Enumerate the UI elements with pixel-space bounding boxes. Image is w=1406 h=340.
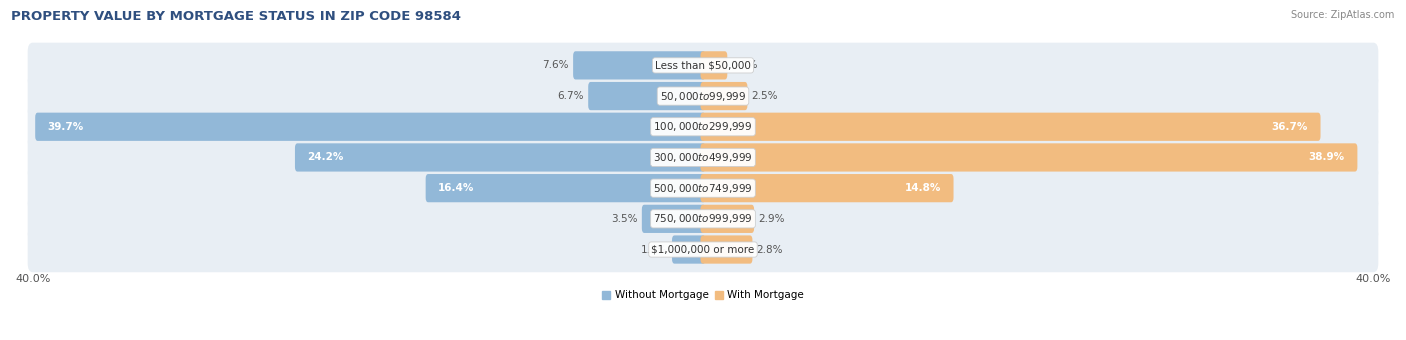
FancyBboxPatch shape — [295, 143, 706, 172]
Text: 24.2%: 24.2% — [308, 152, 344, 163]
Text: 39.7%: 39.7% — [48, 122, 84, 132]
FancyBboxPatch shape — [28, 135, 1378, 180]
FancyBboxPatch shape — [700, 235, 752, 264]
Text: 36.7%: 36.7% — [1271, 122, 1308, 132]
FancyBboxPatch shape — [588, 82, 706, 110]
Text: 7.6%: 7.6% — [543, 61, 569, 70]
Text: $500,000 to $749,999: $500,000 to $749,999 — [654, 182, 752, 194]
FancyBboxPatch shape — [672, 235, 706, 264]
FancyBboxPatch shape — [28, 73, 1378, 119]
FancyBboxPatch shape — [426, 174, 706, 202]
Text: 2.5%: 2.5% — [752, 91, 778, 101]
Text: $50,000 to $99,999: $50,000 to $99,999 — [659, 89, 747, 103]
Text: Source: ZipAtlas.com: Source: ZipAtlas.com — [1291, 10, 1395, 20]
Text: 16.4%: 16.4% — [439, 183, 475, 193]
FancyBboxPatch shape — [28, 227, 1378, 272]
Text: Less than $50,000: Less than $50,000 — [655, 61, 751, 70]
FancyBboxPatch shape — [700, 82, 748, 110]
Text: PROPERTY VALUE BY MORTGAGE STATUS IN ZIP CODE 98584: PROPERTY VALUE BY MORTGAGE STATUS IN ZIP… — [11, 10, 461, 23]
Text: $300,000 to $499,999: $300,000 to $499,999 — [654, 151, 752, 164]
FancyBboxPatch shape — [700, 205, 754, 233]
Text: $1,000,000 or more: $1,000,000 or more — [651, 244, 755, 255]
FancyBboxPatch shape — [700, 51, 727, 80]
Text: 1.7%: 1.7% — [641, 244, 668, 255]
Text: 14.8%: 14.8% — [904, 183, 941, 193]
Text: 38.9%: 38.9% — [1309, 152, 1344, 163]
Text: 3.5%: 3.5% — [612, 214, 638, 224]
Text: 1.3%: 1.3% — [731, 61, 758, 70]
FancyBboxPatch shape — [700, 143, 1357, 172]
FancyBboxPatch shape — [28, 196, 1378, 241]
FancyBboxPatch shape — [28, 104, 1378, 150]
Text: $750,000 to $999,999: $750,000 to $999,999 — [654, 212, 752, 225]
FancyBboxPatch shape — [28, 42, 1378, 88]
FancyBboxPatch shape — [28, 166, 1378, 211]
FancyBboxPatch shape — [700, 174, 953, 202]
Text: 2.8%: 2.8% — [756, 244, 783, 255]
FancyBboxPatch shape — [641, 205, 706, 233]
Text: 6.7%: 6.7% — [558, 91, 583, 101]
Text: $100,000 to $299,999: $100,000 to $299,999 — [654, 120, 752, 133]
FancyBboxPatch shape — [35, 113, 706, 141]
Legend: Without Mortgage, With Mortgage: Without Mortgage, With Mortgage — [598, 286, 808, 305]
Text: 2.9%: 2.9% — [758, 214, 785, 224]
FancyBboxPatch shape — [700, 113, 1320, 141]
FancyBboxPatch shape — [574, 51, 706, 80]
